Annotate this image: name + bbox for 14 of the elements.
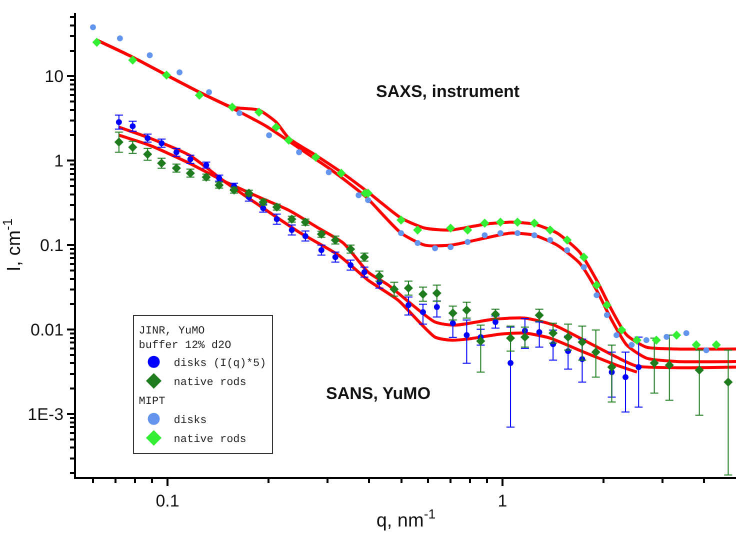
legend-label: disks (I(q)*5) (174, 358, 266, 370)
y-tick-label: 1 (54, 152, 64, 171)
annotation: SAXS, instrument (376, 82, 520, 101)
text: JINR, YuMO buffer 12% d2O (138, 326, 232, 352)
annotation: SANS, YuMO (326, 384, 431, 403)
x-axis-title: q, nm$^{-1}$ (376, 506, 436, 532)
y-tick-label: 10 (44, 67, 64, 86)
y-tick-label: 0.01 (30, 320, 64, 340)
text: MIPT (138, 396, 166, 408)
y-tick-label: 0.1 (40, 236, 64, 256)
legend-label: native rods (174, 377, 246, 390)
legend-label: native rods (174, 434, 246, 446)
y-tick-label: 1E-3 (28, 405, 64, 424)
legend-label: disks (174, 415, 207, 428)
